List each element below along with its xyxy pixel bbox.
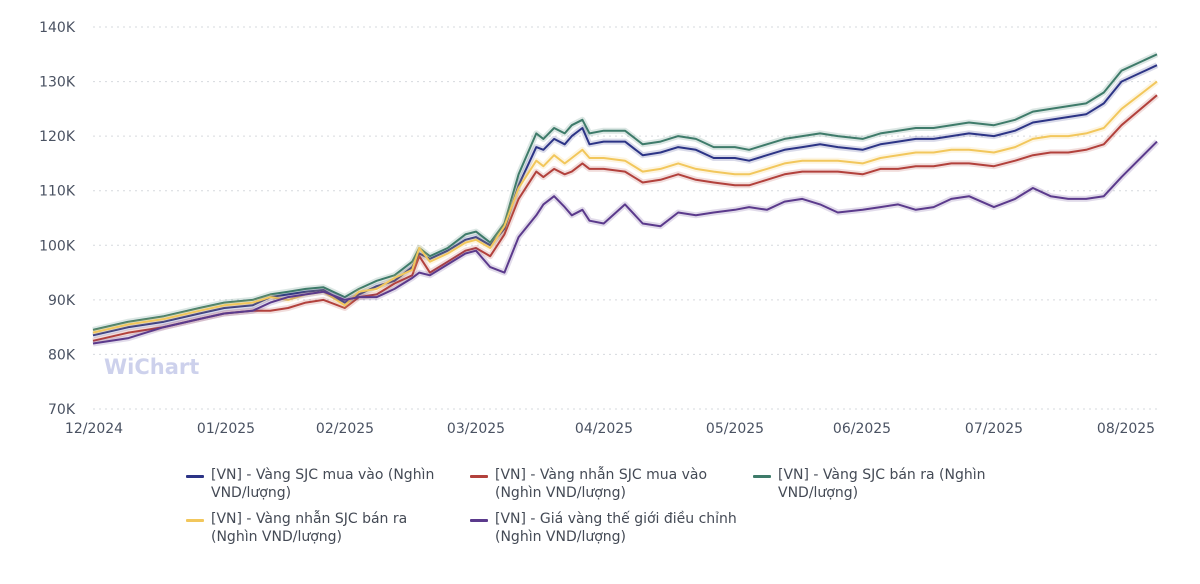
y-tick-label: 100K	[39, 238, 76, 254]
series-line-glow	[92, 51, 1159, 333]
x-tick-label: 02/2025	[316, 421, 374, 437]
series-line-4[interactable]	[92, 80, 1158, 334]
legend-swatch	[470, 475, 488, 478]
x-tick-label: 08/2025	[1097, 421, 1155, 437]
series-line-3[interactable]	[92, 53, 1158, 331]
y-tick-label: 80K	[48, 347, 76, 363]
y-tick-label: 120K	[39, 129, 76, 145]
legend-swatch	[186, 519, 204, 522]
y-tick-label: 110K	[39, 184, 76, 200]
series-line-glow	[92, 62, 1159, 339]
legend-swatch	[470, 519, 488, 522]
legend-label: [VN] - Vàng nhẫn SJC mua vào (Nghìn VND/…	[495, 467, 708, 501]
x-tick-label: 07/2025	[965, 421, 1023, 437]
gridlines	[93, 26, 1157, 410]
legend-swatch	[186, 475, 204, 478]
legend-item-5[interactable]: [VN] - Giá vàng thế giới điều chỉnh (Ngh…	[470, 510, 740, 546]
legend-item-4[interactable]: [VN] - Vàng nhẫn SJC bán ra (Nghìn VND/l…	[186, 510, 456, 546]
watermark: WiChart	[104, 355, 199, 379]
x-tick-label: 01/2025	[197, 421, 255, 437]
wichart-watermark: WiChart	[104, 355, 199, 379]
legend-label: [VN] - Vàng nhẫn SJC bán ra (Nghìn VND/l…	[211, 511, 408, 545]
series-line-1[interactable]	[92, 64, 1158, 337]
x-tick-label: 06/2025	[833, 421, 891, 437]
legend-item-3[interactable]: [VN] - Vàng SJC bán ra (Nghìn VND/lượng)	[753, 466, 1023, 502]
y-tick-label: 140K	[39, 20, 76, 36]
legend-swatch	[753, 475, 771, 478]
legend-item-1[interactable]: [VN] - Vàng SJC mua vào (Nghìn VND/lượng…	[186, 466, 456, 502]
x-tick-label: 04/2025	[575, 421, 633, 437]
series-line-2[interactable]	[92, 94, 1158, 342]
x-axis-ticks: 12/2024 01/2025 02/2025 03/2025 04/2025 05/20…	[65, 421, 1155, 437]
x-tick-label: 03/2025	[447, 421, 505, 437]
y-tick-label: 90K	[48, 293, 76, 309]
y-tick-label: 130K	[39, 75, 76, 91]
legend-item-2[interactable]: [VN] - Vàng nhẫn SJC mua vào (Nghìn VND/…	[470, 466, 740, 502]
series-lines	[92, 51, 1160, 347]
x-tick-label: 05/2025	[706, 421, 764, 437]
x-tick-label: 12/2024	[65, 421, 123, 437]
y-axis-ticks: 70K 80K 90K 100K 110K 120K 130K 140K	[39, 20, 76, 418]
line-chart: 70K 80K 90K 100K 110K 120K 130K 140K 12/2024 01/…	[39, 20, 1160, 437]
legend-label: [VN] - Giá vàng thế giới điều chỉnh (Ngh…	[495, 511, 737, 545]
legend-label: [VN] - Vàng SJC bán ra (Nghìn VND/lượng)	[778, 467, 986, 501]
series-line-5[interactable]	[92, 140, 1158, 345]
y-tick-label: 70K	[48, 402, 76, 418]
legend-label: [VN] - Vàng SJC mua vào (Nghìn VND/lượng…	[211, 467, 435, 501]
